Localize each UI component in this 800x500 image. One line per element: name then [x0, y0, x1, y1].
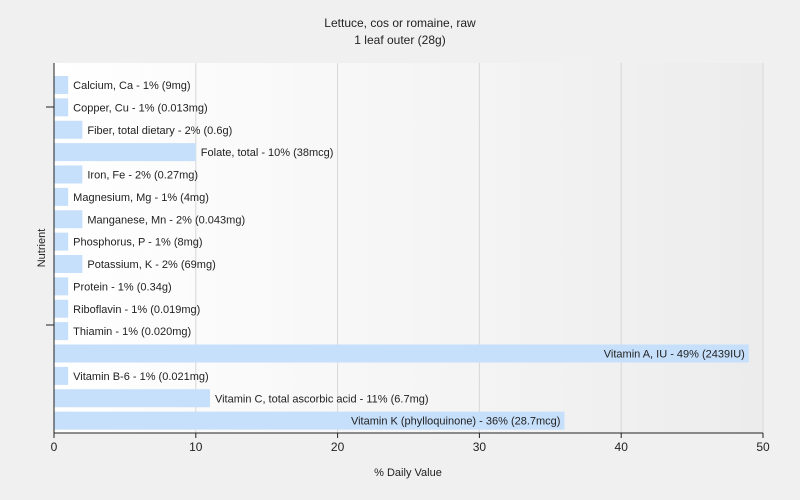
- x-tick-label: 0: [51, 440, 58, 454]
- gridlines: [195, 63, 764, 433]
- axes: 0 10 20 30 40 50: [46, 63, 770, 454]
- bar-label: Thiamin - 1% (0.020mg): [73, 326, 191, 338]
- bar-label: Folate, total - 10% (38mcg): [201, 147, 334, 159]
- bar: [54, 344, 749, 363]
- plot-area: [54, 63, 763, 433]
- x-tick-label: 30: [473, 440, 487, 454]
- bars: Calcium, Ca - 1% (9mg) Copper, Cu - 1% (0…: [54, 76, 749, 430]
- bar: [54, 187, 69, 206]
- chart-title: Lettuce, cos or romaine, raw: [324, 16, 476, 30]
- bar: [54, 322, 69, 341]
- bar: [54, 277, 69, 296]
- bar-label: Vitamin B-6 - 1% (0.021mg): [73, 371, 209, 383]
- bar-label: Vitamin C, total ascorbic acid - 11% (6.…: [215, 393, 429, 405]
- bar: [54, 411, 565, 430]
- bar: [54, 143, 196, 162]
- bar: [54, 210, 83, 229]
- chart-subtitle: 1 leaf outer (28g): [354, 33, 445, 47]
- bar-label: Iron, Fe - 2% (0.27mg): [87, 170, 198, 182]
- bar-label: Copper, Cu - 1% (0.013mg): [73, 102, 208, 114]
- bar: [54, 165, 83, 184]
- bar-label: Phosphorus, P - 1% (8mg): [73, 237, 202, 249]
- bar-label: Protein - 1% (0.34g): [73, 281, 171, 293]
- bar-label: Vitamin A, IU - 49% (2439IU): [604, 349, 745, 361]
- bar-label: Fiber, total dietary - 2% (0.6g): [87, 125, 232, 137]
- y-axis-label: Nutrient: [36, 229, 48, 268]
- bar: [54, 232, 69, 251]
- x-tick-label: 50: [756, 440, 770, 454]
- x-axis-label: % Daily Value: [374, 467, 442, 479]
- x-tick-label: 40: [615, 440, 629, 454]
- bar: [54, 299, 69, 318]
- bar: [54, 120, 83, 139]
- bar: [54, 255, 83, 273]
- bar-label: Manganese, Mn - 2% (0.043mg): [87, 214, 245, 226]
- bar-label: Calcium, Ca - 1% (9mg): [73, 80, 190, 92]
- bar: [54, 389, 210, 408]
- bar: [54, 366, 69, 385]
- bar: [54, 98, 69, 117]
- bar: [54, 76, 69, 94]
- bar-label: Vitamin K (phylloquinone) - 36% (28.7mcg…: [351, 416, 561, 428]
- x-tick-label: 20: [331, 440, 345, 454]
- bar-label: Potassium, K - 2% (69mg): [87, 259, 215, 271]
- bar-label: Magnesium, Mg - 1% (4mg): [73, 192, 209, 204]
- x-tick-label: 10: [189, 440, 203, 454]
- bar-label: Riboflavin - 1% (0.019mg): [73, 304, 200, 316]
